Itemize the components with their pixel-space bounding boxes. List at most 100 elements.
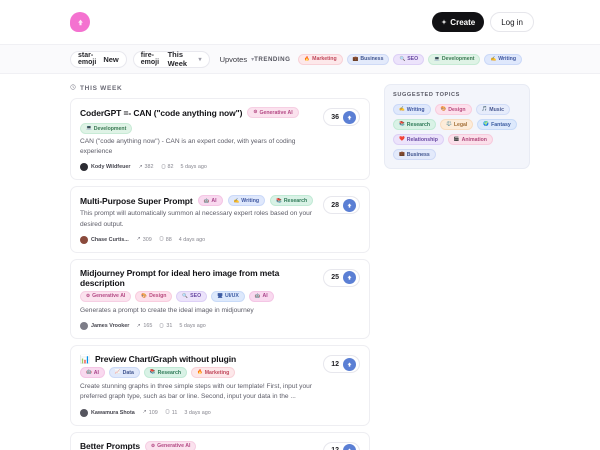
tag-icon: ⚙ xyxy=(253,109,258,115)
post-author[interactable]: Chase Curtis... xyxy=(80,235,129,244)
post-card[interactable]: 📊 Preview Chart/Graph without plugin 🤖 AI 📈 D… xyxy=(70,345,370,426)
topic-tag-research[interactable]: 📚 Research xyxy=(393,119,437,130)
trending-tag-marketing[interactable]: 🔥 Marketing xyxy=(298,53,343,65)
avatar xyxy=(80,408,88,417)
upvote-button[interactable]: 12 xyxy=(323,441,360,450)
trending-tag-writing[interactable]: ✍️ Writing xyxy=(484,53,522,65)
tag-label: AI xyxy=(211,197,217,204)
post-list: CoderGPT =- CAN ("code anything now") ⚙ Ge… xyxy=(70,98,370,450)
post-tag-development[interactable]: 💻 Development xyxy=(80,123,133,134)
post-tag-ai[interactable]: 🤖 AI xyxy=(80,367,105,379)
post-card-main: Better Prompts⚙Generative AIWay of getti… xyxy=(80,440,315,450)
topic-tag-list: ✍️ Writing 🎨 Design 🎵 Music 📚 Research ⚖️ Legal 🌍 F… xyxy=(393,104,521,160)
post-excerpt: Create stunning graphs in three simple s… xyxy=(80,383,312,401)
tag-label: Design xyxy=(149,293,167,300)
post-timestamp: 4 days ago xyxy=(178,236,206,243)
post-author[interactable]: Kawamura Shota xyxy=(80,408,135,417)
upvote-arrow-icon xyxy=(343,110,356,124)
tag-icon: 📚 xyxy=(149,369,156,375)
post-title-row: Multi-Purpose Super Prompt 🤖 AI ✍️ Writing 📚 R… xyxy=(80,195,315,207)
post-tag-design[interactable]: 🎨 Design xyxy=(135,290,173,302)
chart-emoji-icon: 📊 xyxy=(80,354,90,364)
post-views: 165 xyxy=(136,323,152,330)
post-tag-ui-ux[interactable]: 🖥 UI/UX xyxy=(211,290,245,302)
trending-tag-seo[interactable]: 🔍 SEO xyxy=(393,53,425,65)
post-card-main: Multi-Purpose Super Prompt 🤖 AI ✍️ Writing 📚 R… xyxy=(80,195,315,244)
tag-icon: ⚖️ xyxy=(446,121,452,127)
post-author[interactable]: James Vrooker xyxy=(80,322,129,331)
login-button[interactable]: Log in xyxy=(490,12,534,32)
suggested-topics-panel: SUGGESTED TOPICS ✍️ Writing 🎨 Design 🎵 Music 📚… xyxy=(384,84,530,169)
post-card[interactable]: Midjourney Prompt for ideal hero image f… xyxy=(70,258,370,340)
create-button[interactable]: Create xyxy=(432,12,485,32)
tag-icon: 🤖 xyxy=(254,293,261,299)
upvote-button[interactable]: 28 xyxy=(323,196,360,215)
post-tag-generative-ai[interactable]: ⚙ Generative AI xyxy=(145,440,197,450)
tag-icon: 🎵 xyxy=(481,106,488,112)
comment-icon xyxy=(159,236,164,243)
post-title[interactable]: Midjourney Prompt for ideal hero image f… xyxy=(80,267,280,288)
upvote-logo-icon[interactable] xyxy=(70,12,90,32)
topic-tag-relationship[interactable]: ❤️ Relationship xyxy=(393,134,444,145)
post-tag-data[interactable]: 📈 Data xyxy=(108,367,140,379)
post-comments-count: 11 xyxy=(171,409,178,416)
post-tag-generative-ai[interactable]: ⚙ Generative AI xyxy=(247,107,299,118)
post-tag-ai[interactable]: 🤖 AI xyxy=(248,290,274,302)
login-button-label: Log in xyxy=(501,17,523,27)
post-views-count: 309 xyxy=(142,236,152,243)
tag-icon: 🔥 xyxy=(197,369,203,375)
upvote-button[interactable]: 36 xyxy=(323,108,360,126)
filter-period-dropdown[interactable]: fire-emoji This Week ▾ xyxy=(132,50,210,68)
post-card-main: 📊 Preview Chart/Graph without plugin 🤖 AI 📈 D… xyxy=(80,354,315,417)
topic-tag-business[interactable]: 💼 Business xyxy=(393,149,436,160)
tag-icon: 🔍 xyxy=(399,55,406,61)
tag-icon: 🔥 xyxy=(304,55,311,61)
views-icon xyxy=(138,164,143,171)
topic-tag-animation[interactable]: 🎬 Animation xyxy=(447,134,493,145)
post-tag-research[interactable]: 📚 Research xyxy=(143,367,187,379)
sort-dropdown[interactable]: Upvotes ▾ xyxy=(220,55,255,64)
topic-tag-legal[interactable]: ⚖️ Legal xyxy=(440,119,474,130)
tag-icon: ✍️ xyxy=(399,106,405,112)
upvote-count: 12 xyxy=(331,447,339,450)
trending-tag-development[interactable]: 💻 Development xyxy=(428,53,481,65)
filter-new-label: New xyxy=(103,54,119,64)
topic-tag-writing[interactable]: ✍️ Writing xyxy=(393,104,431,115)
tag-icon: 💻 xyxy=(86,125,92,131)
post-title[interactable]: Preview Chart/Graph without plugin xyxy=(94,354,237,365)
post-comments: 82 xyxy=(161,164,174,171)
post-tag-research[interactable]: 📚 Research xyxy=(270,195,314,207)
tag-label: Marketing xyxy=(204,369,230,376)
tag-label: Data xyxy=(122,369,134,376)
post-tag-ai[interactable]: 🤖 AI xyxy=(197,195,223,207)
tag-label: Legal xyxy=(453,121,468,128)
post-title[interactable]: CoderGPT =- CAN ("code anything now") xyxy=(80,107,243,118)
post-tag-generative-ai[interactable]: ⚙ Generative AI xyxy=(80,290,132,302)
post-views: 309 xyxy=(136,236,152,243)
tag-label: UI/UX xyxy=(224,293,239,300)
topic-tag-fantasy[interactable]: 🌍 Fantasy xyxy=(477,119,517,130)
filter-new-button[interactable]: star-emoji New xyxy=(70,50,127,68)
post-card[interactable]: Multi-Purpose Super Prompt 🤖 AI ✍️ Writing 📚 R… xyxy=(70,186,370,253)
upvote-button[interactable]: 25 xyxy=(323,268,360,287)
post-tag-seo[interactable]: 🔍 SEO xyxy=(176,290,208,302)
post-card[interactable]: CoderGPT =- CAN ("code anything now") ⚙ Ge… xyxy=(70,98,370,181)
post-tag-writing[interactable]: ✍️ Writing xyxy=(227,195,266,207)
trending-tag-business[interactable]: 💼 Business xyxy=(346,53,390,65)
post-author[interactable]: Kody Wildfeuer xyxy=(80,163,131,172)
upvote-button[interactable]: 12 xyxy=(323,355,360,374)
post-tag-marketing[interactable]: 🔥 Marketing xyxy=(191,367,236,379)
chevron-down-icon: ▾ xyxy=(198,56,202,63)
trending-label: TRENDING xyxy=(254,55,291,63)
topic-tag-design[interactable]: 🎨 Design xyxy=(434,104,472,115)
post-title[interactable]: Better Prompts xyxy=(80,441,141,450)
post-author-name: Chase Curtis... xyxy=(91,236,129,243)
post-title-row: CoderGPT =- CAN ("code anything now") ⚙ Ge… xyxy=(80,107,315,134)
topic-tag-music[interactable]: 🎵 Music xyxy=(475,104,510,115)
post-card[interactable]: Better Prompts⚙Generative AIWay of getti… xyxy=(70,431,370,450)
sparkle-icon xyxy=(441,18,447,27)
post-title-row: Midjourney Prompt for ideal hero image f… xyxy=(80,268,315,288)
tag-label: SEO xyxy=(190,293,202,300)
post-title[interactable]: Multi-Purpose Super Prompt xyxy=(80,195,193,206)
tag-label: Business xyxy=(360,56,384,62)
